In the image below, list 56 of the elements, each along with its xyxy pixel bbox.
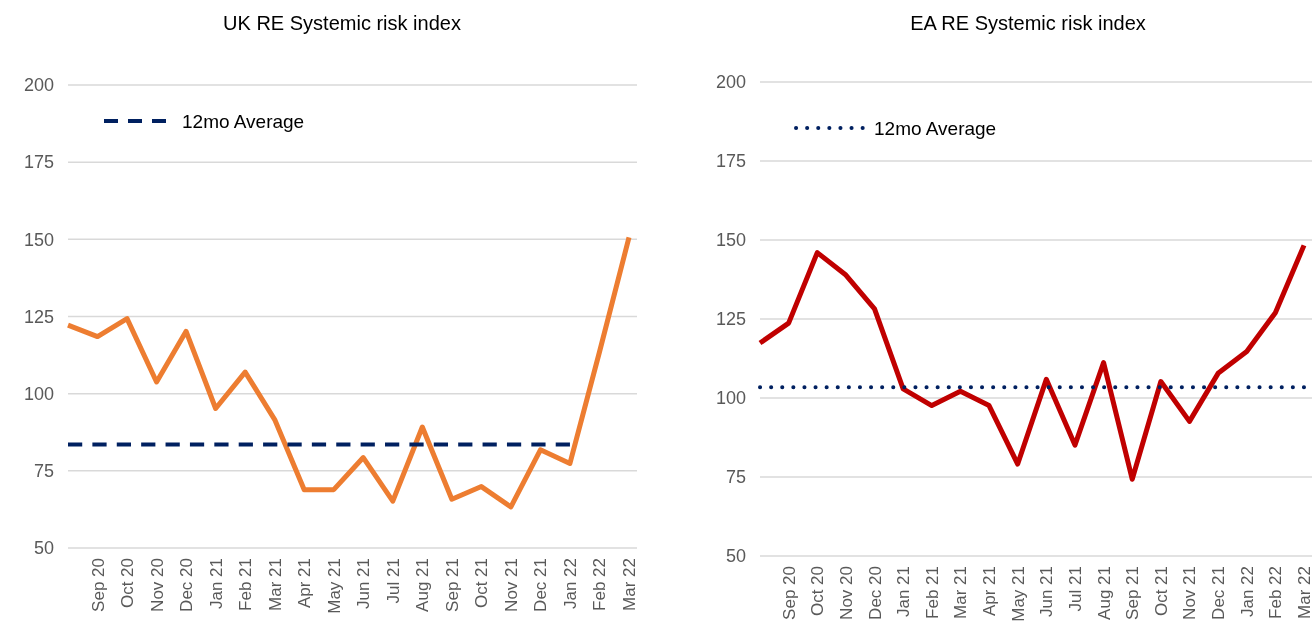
x-tick-label: Nov 20 <box>836 566 856 620</box>
y-tick-label: 175 <box>715 151 746 172</box>
x-tick-label: Mar 22 <box>1295 566 1312 619</box>
legend-label: 12mo Average <box>182 111 305 132</box>
y-tick-label: 50 <box>33 538 54 559</box>
x-tick-label: Sep 20 <box>88 558 108 612</box>
y-tick-label: 150 <box>715 230 746 251</box>
y-tick-label: 75 <box>725 467 746 488</box>
y-tick-label: 150 <box>23 229 54 250</box>
chart-title: EA RE Systemic risk index <box>910 12 1146 34</box>
chart-title: UK RE Systemic risk index <box>223 12 461 34</box>
x-tick-label: Mar 21 <box>951 566 971 619</box>
x-tick-label: Jul 21 <box>383 558 403 604</box>
x-tick-label: Oct 21 <box>1151 566 1171 617</box>
x-tick-label: Apr 21 <box>295 558 315 609</box>
x-tick-label: Feb 21 <box>236 558 256 611</box>
x-tick-label: May 21 <box>1008 566 1028 622</box>
x-tick-label: Apr 21 <box>980 566 1000 617</box>
x-tick-label: Oct 21 <box>472 558 492 609</box>
x-tick-label: Nov 21 <box>501 558 521 612</box>
x-tick-label: Jan 22 <box>1237 566 1257 618</box>
x-tick-label: May 21 <box>324 558 344 614</box>
x-tick-label: Jan 22 <box>560 558 580 610</box>
y-tick-label: 200 <box>23 75 54 96</box>
x-tick-label: Jul 21 <box>1065 566 1085 612</box>
y-tick-label: 100 <box>715 388 746 409</box>
x-tick-label: Aug 21 <box>1094 566 1114 620</box>
x-tick-label: Feb 21 <box>922 566 942 619</box>
x-tick-label: Sep 21 <box>442 558 462 612</box>
y-tick-label: 50 <box>725 546 746 567</box>
x-tick-label: Dec 20 <box>865 566 885 620</box>
x-tick-label: Dec 21 <box>531 558 551 612</box>
x-tick-label: Dec 21 <box>1209 566 1229 620</box>
x-tick-label: Feb 22 <box>1266 566 1286 619</box>
x-tick-label: Jun 21 <box>1037 566 1057 618</box>
y-tick-label: 125 <box>715 309 746 330</box>
x-tick-label: Sep 21 <box>1123 566 1143 620</box>
legend-label: 12mo Average <box>874 118 997 139</box>
x-tick-label: Nov 20 <box>147 558 167 612</box>
y-tick-label: 200 <box>715 72 746 93</box>
x-tick-label: Feb 22 <box>590 558 610 611</box>
y-tick-label: 175 <box>23 152 54 173</box>
x-tick-label: Sep 20 <box>779 566 799 620</box>
x-tick-label: Dec 20 <box>177 558 197 612</box>
x-tick-label: Mar 22 <box>620 558 639 611</box>
x-tick-label: Mar 21 <box>265 558 285 611</box>
y-tick-label: 75 <box>33 461 54 482</box>
x-tick-label: Nov 21 <box>1180 566 1200 620</box>
y-tick-label: 100 <box>23 383 54 404</box>
x-tick-label: Aug 21 <box>413 558 433 612</box>
y-tick-label: 125 <box>23 306 54 327</box>
x-tick-label: Jun 21 <box>354 558 374 610</box>
x-tick-label: Oct 20 <box>808 566 828 617</box>
x-tick-label: Oct 20 <box>118 558 138 609</box>
x-tick-label: Jan 21 <box>206 558 226 610</box>
x-tick-label: Jan 21 <box>894 566 914 618</box>
